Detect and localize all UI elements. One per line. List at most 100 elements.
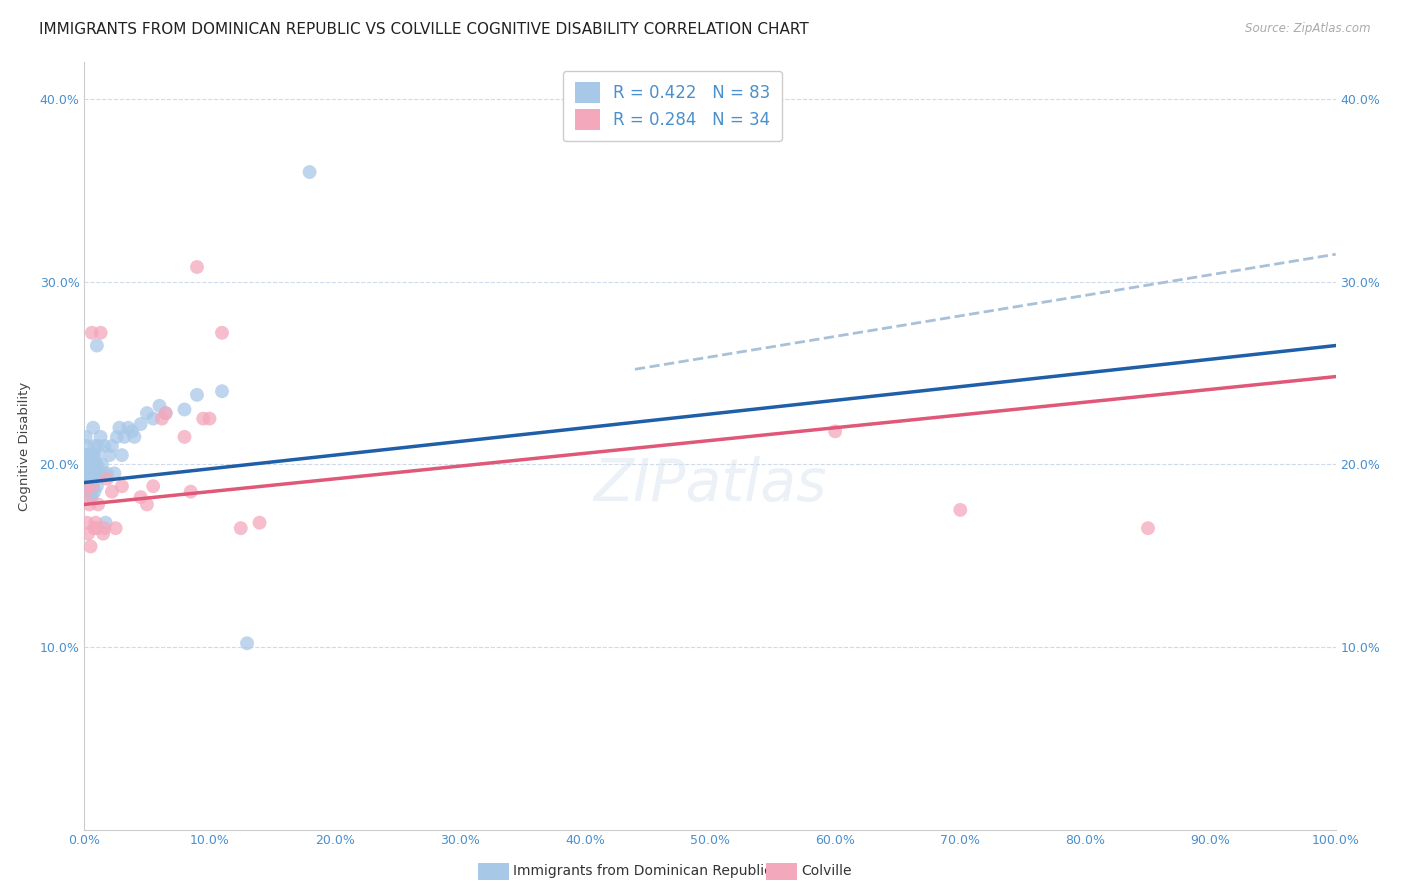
Text: Source: ZipAtlas.com: Source: ZipAtlas.com <box>1246 22 1371 36</box>
Point <box>236 636 259 650</box>
Point <box>79 479 101 493</box>
Point <box>84 467 107 481</box>
Point <box>155 406 177 420</box>
Point <box>1136 521 1159 535</box>
Point <box>87 439 110 453</box>
Point <box>77 475 100 490</box>
Point <box>79 448 101 462</box>
Point <box>211 384 233 399</box>
Point <box>83 439 105 453</box>
Point <box>82 479 104 493</box>
Point <box>83 521 105 535</box>
Point <box>186 388 208 402</box>
Point <box>80 488 103 502</box>
Point <box>136 498 159 512</box>
Point <box>93 521 115 535</box>
Point <box>124 430 146 444</box>
Point <box>98 448 121 462</box>
Point <box>82 448 104 462</box>
Point <box>824 425 846 439</box>
Point <box>173 402 195 417</box>
Point <box>86 521 108 535</box>
Point <box>79 467 101 481</box>
Point <box>80 467 103 481</box>
Point <box>82 467 104 481</box>
Point <box>142 479 165 493</box>
Point <box>82 457 104 471</box>
Point <box>77 483 100 497</box>
Point <box>77 467 100 481</box>
Point <box>79 448 101 462</box>
Text: Colville: Colville <box>801 863 852 878</box>
Point <box>80 475 103 490</box>
Point <box>82 421 104 435</box>
Point <box>84 516 107 530</box>
Point <box>198 411 221 425</box>
Point <box>86 479 108 493</box>
Text: ZIPatlas: ZIPatlas <box>593 456 827 513</box>
Point <box>89 467 111 481</box>
Point <box>80 457 103 471</box>
Point <box>150 411 173 425</box>
Point <box>949 503 972 517</box>
Point <box>121 425 143 439</box>
Point <box>76 457 98 471</box>
Point <box>180 484 202 499</box>
Point <box>79 479 101 493</box>
Point <box>76 467 98 481</box>
Point <box>91 467 114 481</box>
Point <box>80 448 103 462</box>
Point <box>83 457 105 471</box>
Point <box>77 457 100 471</box>
Point <box>142 411 165 425</box>
Point <box>111 448 134 462</box>
Point <box>79 490 101 504</box>
Point <box>103 467 125 481</box>
Point <box>105 430 128 444</box>
Point <box>111 479 134 493</box>
Point <box>129 490 152 504</box>
Point <box>193 411 215 425</box>
Point <box>77 526 100 541</box>
Point <box>96 467 118 481</box>
Point <box>91 526 114 541</box>
Y-axis label: Cognitive Disability: Cognitive Disability <box>18 382 31 510</box>
Point <box>79 470 101 484</box>
Point <box>75 484 97 499</box>
Point <box>79 448 101 462</box>
Point <box>83 467 105 481</box>
Legend: R = 0.422   N = 83, R = 0.284   N = 34: R = 0.422 N = 83, R = 0.284 N = 34 <box>562 70 782 142</box>
Point <box>86 457 108 471</box>
Point <box>79 457 101 471</box>
Point <box>87 467 110 481</box>
Point <box>211 326 233 340</box>
Text: Immigrants from Dominican Republic: Immigrants from Dominican Republic <box>513 863 772 878</box>
Point <box>298 165 321 179</box>
Point <box>84 457 107 471</box>
Point <box>80 326 103 340</box>
Point <box>77 467 100 481</box>
Point <box>117 421 139 435</box>
Point <box>79 498 101 512</box>
Point <box>173 430 195 444</box>
Point <box>84 448 107 462</box>
Point <box>90 326 112 340</box>
Point <box>129 417 152 431</box>
Text: IMMIGRANTS FROM DOMINICAN REPUBLIC VS COLVILLE COGNITIVE DISABILITY CORRELATION : IMMIGRANTS FROM DOMINICAN REPUBLIC VS CO… <box>39 22 808 37</box>
Point <box>93 439 115 453</box>
Point <box>94 516 117 530</box>
Point <box>96 472 118 486</box>
Point <box>82 467 104 481</box>
Point <box>80 467 103 481</box>
Point <box>104 521 127 535</box>
Point <box>79 472 101 486</box>
Point <box>79 540 101 554</box>
Point <box>83 470 105 484</box>
Point <box>79 461 101 475</box>
Point <box>108 421 131 435</box>
Point <box>76 448 98 462</box>
Point <box>76 467 98 481</box>
Point <box>90 457 112 471</box>
Point <box>75 430 97 444</box>
Point <box>83 484 105 499</box>
